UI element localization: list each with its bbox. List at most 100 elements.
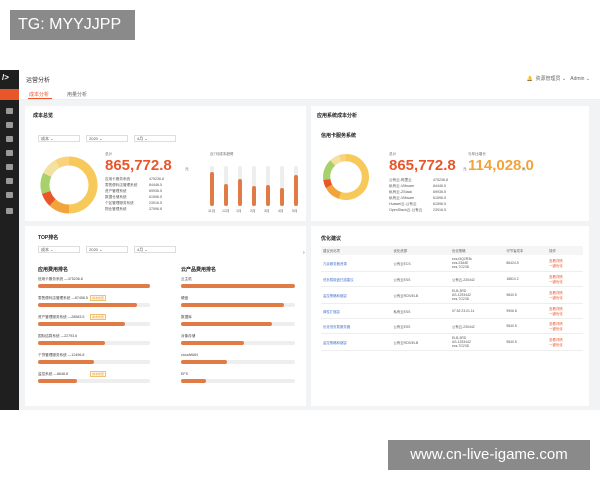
trend-month-label: 1月 xyxy=(236,209,242,213)
ranking-bar-track xyxy=(38,360,150,364)
sidebar-icon-7[interactable] xyxy=(6,192,13,198)
ranking-bar xyxy=(181,360,227,364)
ranking-bar xyxy=(181,303,284,307)
advice-action[interactable]: 查看详情 一键优化 xyxy=(547,333,583,351)
sidebar-icon-8[interactable] xyxy=(6,208,13,214)
trend-month-label: 3月 xyxy=(264,209,270,213)
advice-strategy: 07:52 23.01.11 xyxy=(450,303,505,319)
ranking-label: 零售便利店管理系统 —87458.5 xyxy=(38,296,88,300)
cost-alert-badge: 成本告警 xyxy=(90,371,107,377)
ranking-bar xyxy=(38,341,106,345)
legend-item: 资产管理系统 69936.5 xyxy=(105,189,162,194)
ranking-bar xyxy=(181,379,207,383)
ranking-label: 监控系统 —8648.8 xyxy=(38,372,68,376)
trend-month-label: 11月 xyxy=(208,209,216,213)
overview-title: 成本总览 xyxy=(33,113,54,119)
sidebar-icon-5[interactable] xyxy=(6,164,13,170)
advice-resource: 私有云ESS xyxy=(391,303,450,319)
legend-value: 23916.5 xyxy=(149,201,162,205)
admin-menu[interactable]: Admin ⌄ xyxy=(570,76,590,82)
sidebar-icon-1[interactable] xyxy=(6,108,13,114)
header-item: 建议优化项 xyxy=(321,246,392,255)
legend-value: 475236.8 xyxy=(433,178,448,182)
advice-saving: 9906.8 xyxy=(504,303,548,319)
user-menu[interactable]: 资源管理员 ⌄ xyxy=(535,76,567,82)
sidebar-icon-6[interactable] xyxy=(6,178,13,184)
advice-strategy: ELB-3RD AS-1293442 ecs-7G23D xyxy=(450,286,505,304)
sidebar-icon-2[interactable] xyxy=(6,122,13,128)
trend-bar xyxy=(266,185,270,206)
top-month-select[interactable]: 4月 ⌄ xyxy=(134,246,176,253)
legend-value: 69936.5 xyxy=(149,189,162,193)
legend-value: 61596.5 xyxy=(433,196,446,200)
system-cost-card: 应用系统成本分析 信用卡服务系统 总计 865,772.8 元 与年比增长 11… xyxy=(311,106,589,221)
advice-item-link[interactable]: 冗余服务器资源 xyxy=(321,255,392,272)
advice-strategy: 公有云-230442 xyxy=(450,318,505,334)
legend-item: 个区管理服务系统 23916.5 xyxy=(105,201,162,206)
top-metric-select[interactable]: 成本 ⌄ xyxy=(38,246,80,253)
sidebar-icon-3[interactable] xyxy=(6,136,13,142)
ranking-bar xyxy=(181,284,295,288)
watermark-top: TG: MYYJJPP xyxy=(10,10,135,40)
scroll-arrow-icon[interactable]: › xyxy=(303,250,305,256)
advice-action[interactable]: 查看详情 一键优化 xyxy=(547,255,583,272)
overview-total: 865,772.8 xyxy=(105,157,172,174)
legend-label: 资产管理系统 xyxy=(105,189,127,193)
tab-usage[interactable]: 用量分析 xyxy=(67,92,88,98)
ranking-bar xyxy=(38,379,78,383)
legend-label: 个区管理服务系统 xyxy=(105,201,134,205)
advice-action[interactable]: 查看详情 一键优化 xyxy=(547,303,583,319)
metric-select[interactable]: 成本 ⌄ xyxy=(38,135,80,142)
ranking-bar xyxy=(38,360,94,364)
ranking-bar xyxy=(38,284,150,288)
advice-card: 优化建议 建议优化项 优化资源 优化策略 可节省成本 操作 冗余服务器资源 公有云… xyxy=(311,226,589,406)
trend-month-label: 2月 xyxy=(250,209,256,213)
overview-total-label: 总计 xyxy=(105,152,113,156)
ranking-bar-track xyxy=(38,379,150,383)
legend-item: 数据仓储系统 61596.5 xyxy=(105,195,162,200)
cost-donut-chart xyxy=(40,156,98,214)
tab-bar: 成本分析 用量分析 xyxy=(19,89,600,100)
advice-item-link[interactable]: 低负载磁盘扫描建议 xyxy=(321,271,392,287)
donut-segment xyxy=(338,154,347,163)
legend-label: 私有云-VMware xyxy=(389,196,415,200)
advice-item-link[interactable]: 弹性扩缩容 xyxy=(321,303,392,319)
advice-item-link[interactable]: 监控策略和缩容 xyxy=(321,333,392,351)
tab-indicator xyxy=(28,98,52,99)
trend-month-label: 4月 xyxy=(278,209,284,213)
advice-item-link[interactable]: 监控策略和缩容 xyxy=(321,286,392,304)
year-select[interactable]: 2020 ⌄ xyxy=(86,135,128,142)
system-donut-chart xyxy=(323,154,369,200)
month-select[interactable]: 4月 ⌄ xyxy=(134,135,176,142)
header-strategy: 优化策略 xyxy=(450,246,505,255)
advice-item-link[interactable]: 优化低负载服务器 xyxy=(321,318,392,334)
advice-action[interactable]: 查看详情 一键优化 xyxy=(547,271,583,287)
legend-label: 私有云-ZStack xyxy=(389,190,413,194)
advice-strategy: ecs-f4Q2R3k ecs-23d4E ecs-7G23D xyxy=(450,255,505,272)
advice-action[interactable]: 查看详情 一键优化 xyxy=(547,286,583,304)
legend-label: 私有云-VMware xyxy=(389,184,415,188)
advice-header-row: 建议优化项 优化资源 优化策略 可节省成本 操作 xyxy=(321,246,583,255)
product-ranking-title: 云产品费用排名 xyxy=(181,267,217,273)
donut-segment xyxy=(41,190,56,206)
legend-label: 零售便利店管理系统 xyxy=(105,183,138,187)
legend-item: 应用卡服务系统 475236.8 xyxy=(105,177,164,182)
ranking-bar xyxy=(38,322,126,326)
advice-strategy: 公有云-230442 xyxy=(450,271,505,287)
legend-item: Huawei云-公有云 61596.5 xyxy=(389,202,446,207)
legend-item: 物业管理系统 37596.8 xyxy=(105,207,162,212)
donut-segment xyxy=(55,156,70,169)
advice-row: 监控策略和缩容 公有云RDS/ELB ELB-3RD AS-1293442 ecs-7G… xyxy=(321,286,583,304)
home-icon[interactable] xyxy=(0,89,19,100)
top-year-select[interactable]: 2020 ⌄ xyxy=(86,246,128,253)
ranking-bar xyxy=(181,341,244,345)
legend-label: OpenStack云-公有云 xyxy=(389,208,423,212)
legend-item: 零售便利店管理系统 84446.5 xyxy=(105,183,162,188)
sidebar-icon-4[interactable] xyxy=(6,150,13,156)
tab-cost[interactable]: 成本分析 xyxy=(29,92,50,98)
donut-segment xyxy=(330,155,342,166)
trend-bar xyxy=(280,188,284,206)
bell-icon[interactable]: 🔔 xyxy=(526,76,533,82)
ranking-label: 硬盘 xyxy=(181,296,189,300)
advice-action[interactable]: 查看详情 一键优化 xyxy=(547,318,583,334)
